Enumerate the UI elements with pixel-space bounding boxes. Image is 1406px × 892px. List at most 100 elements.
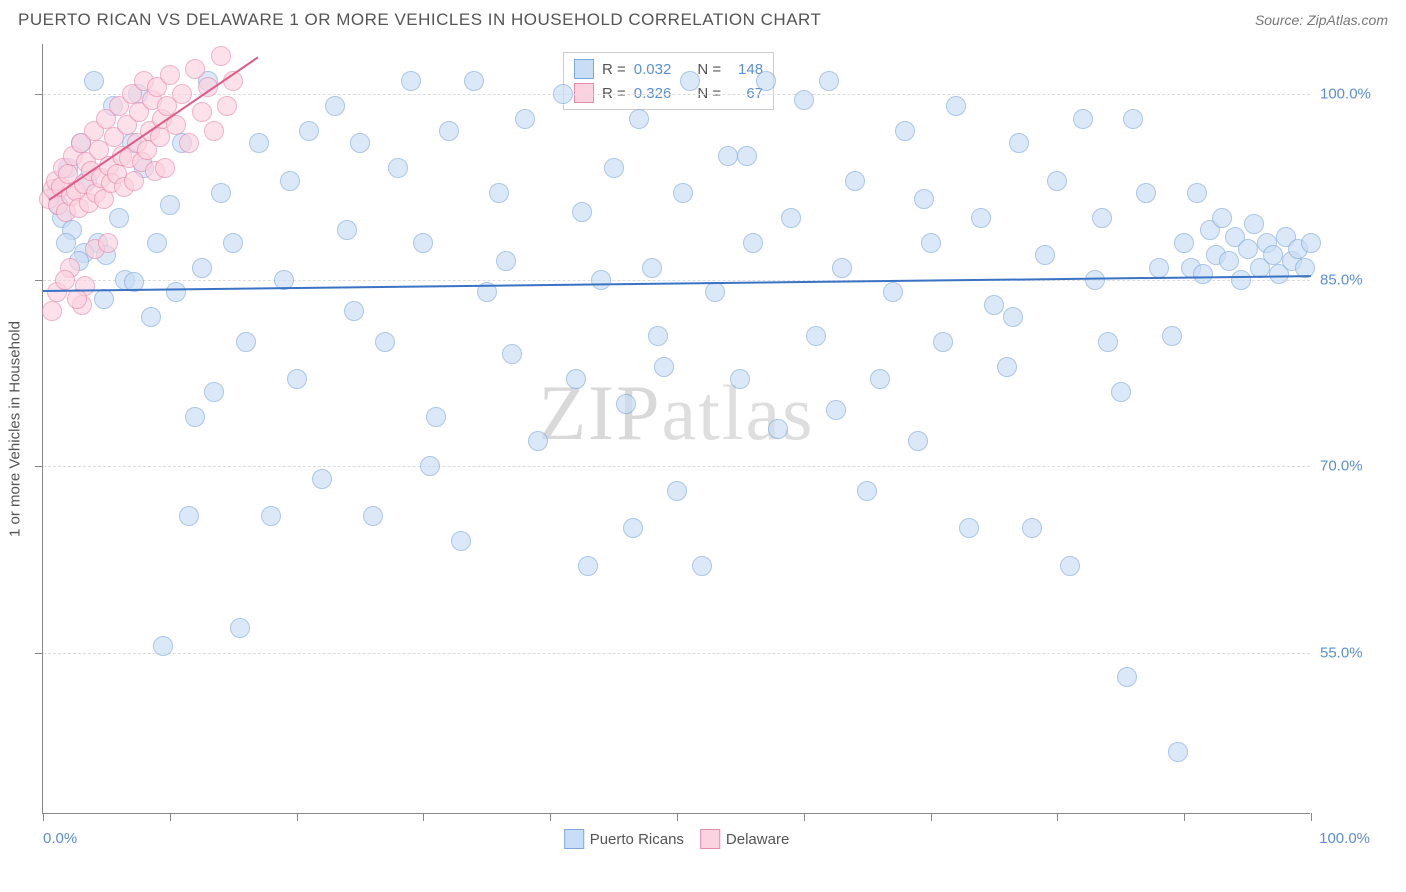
data-point (211, 46, 231, 66)
x-tick (931, 813, 932, 821)
data-point (1263, 245, 1283, 265)
data-point (325, 96, 345, 116)
y-tick (35, 94, 43, 95)
data-point (420, 456, 440, 476)
data-point (413, 233, 433, 253)
y-tick (35, 653, 43, 654)
data-point (42, 301, 62, 321)
data-point (642, 258, 662, 278)
x-tick (550, 813, 551, 821)
data-point (1219, 251, 1239, 271)
data-point (155, 158, 175, 178)
chart-title: PUERTO RICAN VS DELAWARE 1 OR MORE VEHIC… (18, 10, 821, 30)
data-point (223, 233, 243, 253)
data-point (98, 233, 118, 253)
data-point (249, 133, 269, 153)
data-point (946, 96, 966, 116)
y-tick-label: 100.0% (1320, 85, 1396, 102)
data-point (737, 146, 757, 166)
n-label: N = (697, 61, 721, 78)
data-point (515, 109, 535, 129)
data-point (489, 183, 509, 203)
data-point (1168, 742, 1188, 762)
data-point (147, 233, 167, 253)
data-point (604, 158, 624, 178)
data-point (883, 282, 903, 302)
data-point (1238, 239, 1258, 259)
data-point (1117, 667, 1137, 687)
data-point (1212, 208, 1232, 228)
chart-header: PUERTO RICAN VS DELAWARE 1 OR MORE VEHIC… (0, 0, 1406, 38)
data-point (1136, 183, 1156, 203)
data-point (166, 282, 186, 302)
data-point (857, 481, 877, 501)
data-point (287, 369, 307, 389)
data-point (718, 146, 738, 166)
data-point (1035, 245, 1055, 265)
data-point (1301, 233, 1321, 253)
y-tick-label: 85.0% (1320, 271, 1396, 288)
data-point (870, 369, 890, 389)
y-tick (35, 466, 43, 467)
data-point (984, 295, 1004, 315)
data-point (705, 282, 725, 302)
x-tick (1184, 813, 1185, 821)
data-point (730, 369, 750, 389)
data-point (185, 59, 205, 79)
y-tick-label: 70.0% (1320, 458, 1396, 475)
data-point (566, 369, 586, 389)
data-point (363, 506, 383, 526)
data-point (971, 208, 991, 228)
data-point (84, 71, 104, 91)
r-value: 0.032 (634, 61, 672, 78)
data-point (160, 65, 180, 85)
data-point (1098, 332, 1118, 352)
data-point (1009, 133, 1029, 153)
data-point (591, 270, 611, 290)
data-point (141, 307, 161, 327)
data-point (1022, 518, 1042, 538)
data-point (375, 332, 395, 352)
y-tick-label: 55.0% (1320, 644, 1396, 661)
data-point (1073, 109, 1093, 129)
watermark-bold: ZIP (539, 369, 662, 456)
data-point (768, 419, 788, 439)
data-point (94, 289, 114, 309)
data-point (553, 84, 573, 104)
data-point (673, 183, 693, 203)
legend-label: Puerto Ricans (590, 831, 684, 848)
legend-row: R =0.032N =148 (574, 57, 763, 81)
data-point (124, 171, 144, 191)
trend-line (43, 275, 1311, 292)
legend-label: Delaware (726, 831, 789, 848)
data-point (908, 431, 928, 451)
legend-swatch (564, 829, 584, 849)
data-point (344, 301, 364, 321)
data-point (819, 71, 839, 91)
x-tick (1057, 813, 1058, 821)
x-tick (804, 813, 805, 821)
data-point (172, 84, 192, 104)
data-point (1003, 307, 1023, 327)
data-point (337, 220, 357, 240)
correlation-legend: R =0.032N =148R =0.326N =67 (563, 52, 774, 110)
data-point (160, 195, 180, 215)
data-point (959, 518, 979, 538)
data-point (217, 96, 237, 116)
data-point (921, 233, 941, 253)
data-point (1187, 183, 1207, 203)
data-point (845, 171, 865, 191)
data-point (1193, 264, 1213, 284)
data-point (55, 270, 75, 290)
data-point (756, 71, 776, 91)
legend-item: Delaware (700, 829, 789, 849)
data-point (261, 506, 281, 526)
r-label: R = (602, 61, 626, 78)
data-point (1174, 233, 1194, 253)
data-point (654, 357, 674, 377)
data-point (648, 326, 668, 346)
legend-item: Puerto Ricans (564, 829, 684, 849)
data-point (502, 344, 522, 364)
data-point (1149, 258, 1169, 278)
data-point (629, 109, 649, 129)
